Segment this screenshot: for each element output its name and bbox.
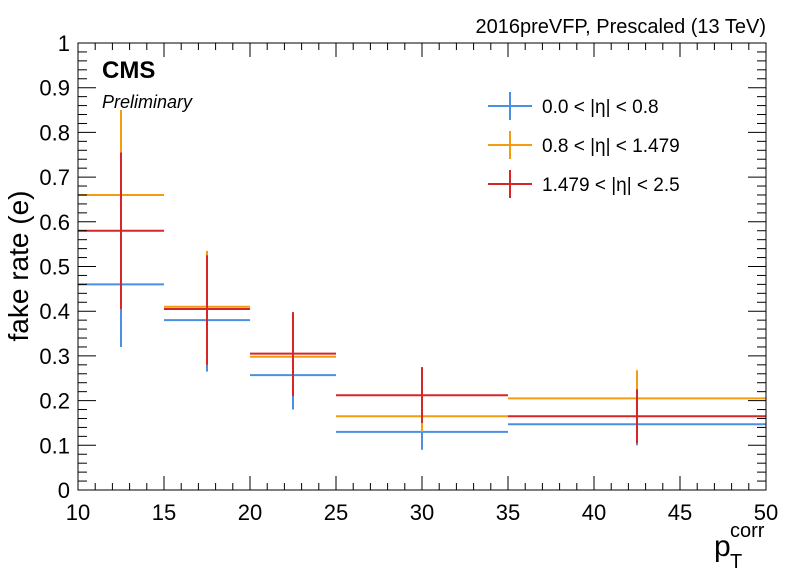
x-axis-label-sub: T [730, 551, 742, 572]
x-tick-label: 20 [238, 500, 262, 525]
y-tick-label: 1 [58, 31, 70, 56]
x-tick-label: 25 [324, 500, 348, 525]
x-tick-label: 40 [582, 500, 606, 525]
series-2 [78, 152, 766, 444]
y-tick-label: 0.6 [39, 210, 70, 235]
y-tick-label: 0.5 [39, 255, 70, 280]
x-tick-label: 45 [668, 500, 692, 525]
y-tick-label: 0.4 [39, 299, 70, 324]
legend-label: 0.0 < |η| < 0.8 [542, 97, 659, 118]
legend-label: 0.8 < |η| < 1.479 [542, 136, 680, 157]
x-tick-label: 15 [152, 500, 176, 525]
chart-marks [78, 110, 766, 450]
y-tick-label: 0.9 [39, 76, 70, 101]
y-tick-label: 0.2 [39, 389, 70, 414]
x-tick-label: 50 [754, 500, 778, 525]
header-top-right: 2016preVFP, Prescaled (13 TeV) [475, 16, 766, 38]
x-axis-label-main: p [714, 530, 731, 563]
experiment-label: CMS [102, 57, 155, 84]
y-tick-label: 0.3 [39, 344, 70, 369]
y-tick-label: 0.7 [39, 165, 70, 190]
legend-label: 1.479 < |η| < 2.5 [542, 175, 680, 196]
x-axis-label-sup: corr [730, 520, 765, 542]
x-tick-label: 10 [66, 500, 90, 525]
legend: 0.0 < |η| < 0.8 0.8 < |η| < 1.479 1.479 < … [488, 92, 680, 198]
y-tick-label: 0 [58, 478, 70, 503]
x-tick-label: 30 [410, 500, 434, 525]
y-tick-label: 0.8 [39, 120, 70, 145]
plot-frame [77, 42, 767, 491]
x-tick-label: 35 [496, 500, 520, 525]
chart-axes: 10 15 20 25 30 35 40 45 50 0 0.1 0.2 0.3 0.4 0.5 0.6 0.7… [39, 31, 778, 525]
y-tick-label: 0.1 [39, 433, 70, 458]
y-axis-label: fake rate (e) [3, 191, 34, 342]
status-label: Preliminary [102, 92, 193, 112]
